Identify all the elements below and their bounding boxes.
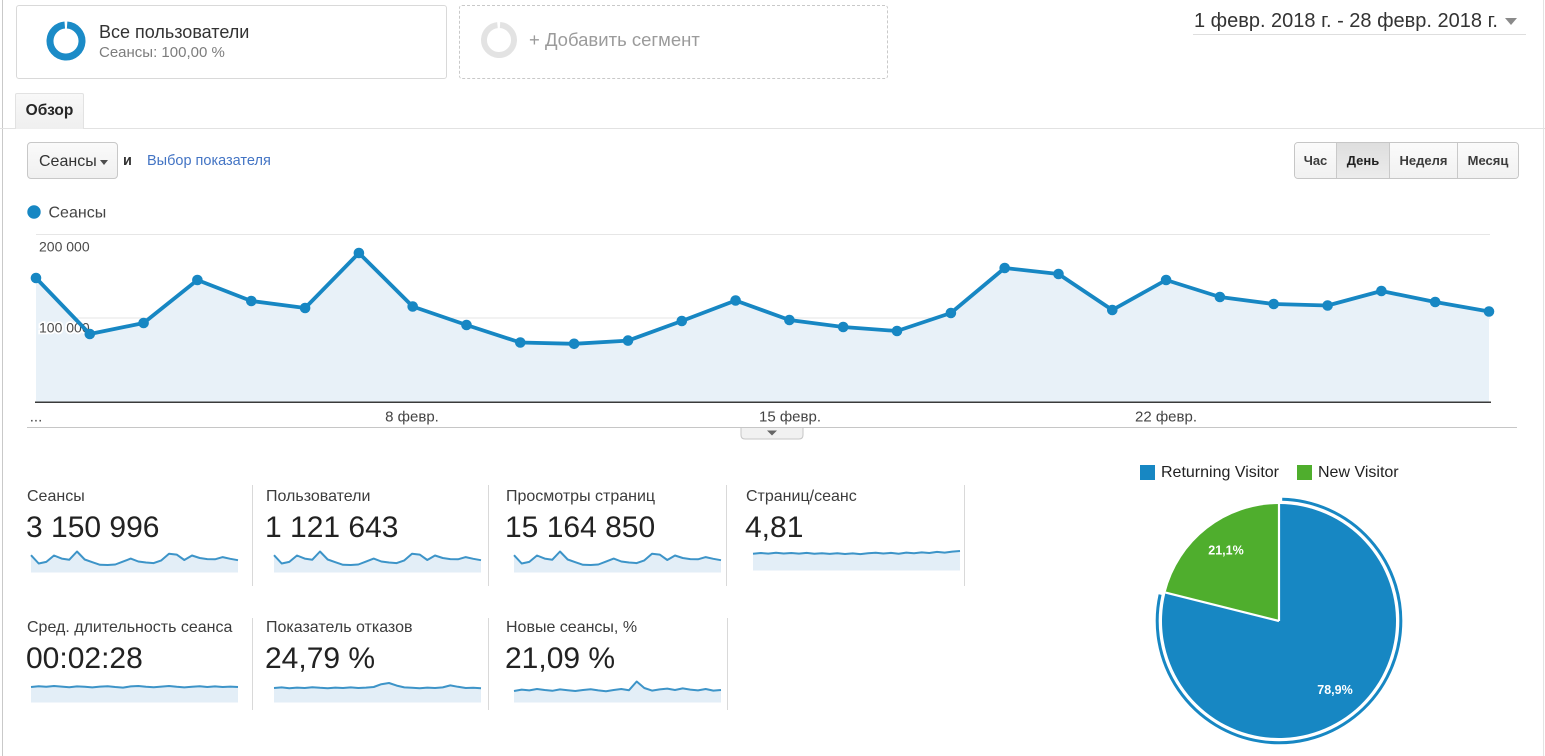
svg-text:78,9%: 78,9% xyxy=(1317,683,1352,697)
svg-text:Сеансы: Сеансы xyxy=(49,205,107,222)
svg-text:22 февр.: 22 февр. xyxy=(1135,409,1197,426)
svg-text:15 февр.: 15 февр. xyxy=(759,409,821,426)
svg-text:8 февр.: 8 февр. xyxy=(385,409,439,426)
svg-text:200 000: 200 000 xyxy=(39,239,90,255)
svg-text:21,1%: 21,1% xyxy=(1208,544,1243,558)
svg-text:...: ... xyxy=(30,409,43,426)
